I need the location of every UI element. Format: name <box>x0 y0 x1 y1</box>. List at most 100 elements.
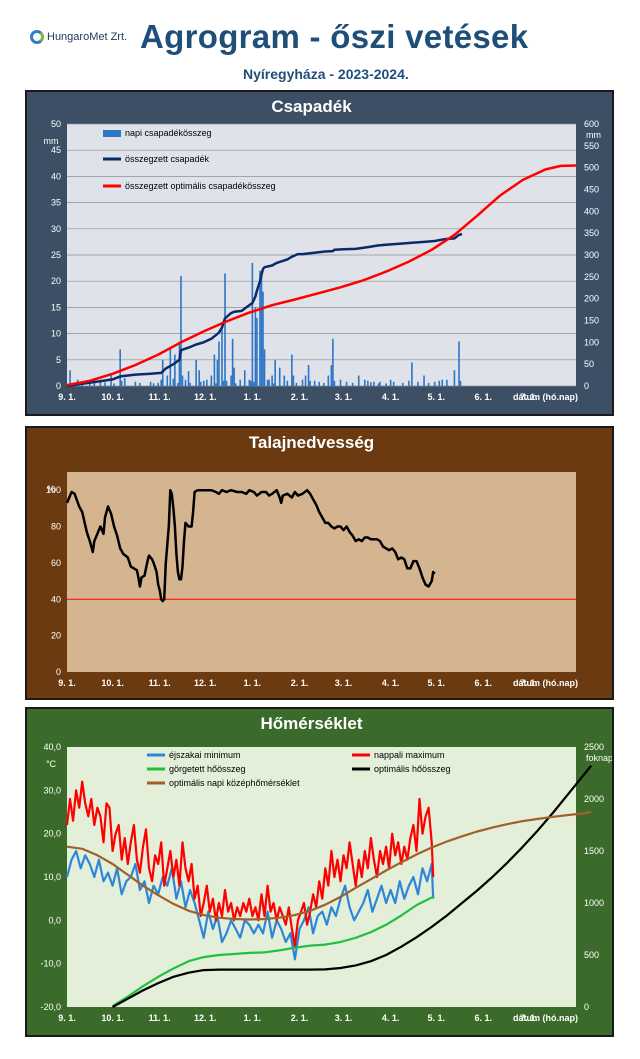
logo-text: HungaroMet Zrt. <box>47 31 128 43</box>
x-tick-label: 11. 1. <box>149 1013 171 1023</box>
bar-mark <box>333 380 336 386</box>
bar-mark <box>243 370 246 386</box>
y2-tick-label: 500 <box>584 950 599 960</box>
bar-mark <box>123 378 126 386</box>
bar-mark <box>446 379 448 386</box>
y-axis-label: °C <box>46 759 57 769</box>
bar-mark <box>250 380 252 386</box>
y2-tick-label: 400 <box>584 206 599 216</box>
bar-mark <box>218 341 220 386</box>
bar-mark <box>292 375 295 386</box>
y2-axis-label: foknap <box>586 753 612 763</box>
bar-mark <box>392 381 395 386</box>
x-axis-label: dátum (hó.nap) <box>513 1013 578 1023</box>
bar-mark <box>202 380 205 386</box>
bar-mark <box>104 382 106 386</box>
legend-label: éjszakai minimum <box>169 750 241 760</box>
legend-label: optimális napi középhőmérséklet <box>169 778 300 788</box>
page-subtitle: Nyíregyháza - 2023-2024. <box>243 66 409 82</box>
y-tick-label: 50 <box>51 119 61 129</box>
legend-label: görgetett hőösszeg <box>169 764 246 774</box>
bar-mark <box>248 379 251 386</box>
bar-mark <box>230 375 232 386</box>
bar-mark <box>256 317 258 386</box>
bar-mark <box>301 379 304 386</box>
x-tick-label: 11. 1. <box>149 392 171 402</box>
x-tick-label: 9. 1. <box>58 1013 76 1023</box>
bar-mark <box>377 383 380 386</box>
bar-mark <box>198 370 200 386</box>
logo-icon <box>30 30 44 44</box>
bar-mark <box>251 262 254 386</box>
y-tick-label: 25 <box>51 250 61 260</box>
y-tick-label: 80 <box>51 522 61 532</box>
bar-mark <box>417 381 419 386</box>
bar-mark <box>286 380 289 386</box>
x-tick-label: 11. 1. <box>149 678 171 688</box>
plot-area <box>67 472 576 672</box>
bar-mark <box>313 380 316 386</box>
bar-mark <box>441 379 444 386</box>
x-tick-label: 4. 1. <box>382 392 400 402</box>
bar-mark <box>134 381 137 386</box>
bar-mark <box>458 341 460 386</box>
y2-tick-label: 2500 <box>584 742 604 752</box>
bar-mark <box>213 354 216 386</box>
y2-tick-label: 1000 <box>584 898 604 908</box>
x-tick-label: 10. 1. <box>101 1013 124 1023</box>
chart-title: Csapadék <box>271 97 352 116</box>
bar-mark <box>234 383 237 386</box>
bar-mark <box>210 375 213 386</box>
bar-mark <box>453 370 456 386</box>
bar-mark <box>231 338 234 386</box>
legend-swatch <box>103 130 121 137</box>
legend-label: napi csapadékösszeg <box>125 128 212 138</box>
x-tick-label: 4. 1. <box>382 1013 400 1023</box>
temperature-panel: Hőmérséklet -20,0 -10,0 0,0 10,0 20,0 30,0 40,0… <box>25 707 614 1037</box>
x-tick-label: 3. 1. <box>335 678 353 688</box>
x-tick-label: 5. 1. <box>427 678 445 688</box>
bar-mark <box>225 380 228 386</box>
bar-mark <box>166 375 169 386</box>
bar-mark <box>152 383 155 386</box>
x-tick-label: 1. 1. <box>244 1013 262 1023</box>
y-tick-label: 0,0 <box>48 915 61 925</box>
x-tick-label: 6. 1. <box>475 392 493 402</box>
bar-mark <box>389 379 392 386</box>
bar-mark <box>295 382 298 386</box>
y2-tick-label: 100 <box>584 337 599 347</box>
y-tick-label: 40,0 <box>43 742 61 752</box>
bar-mark <box>99 379 102 386</box>
bar-mark <box>113 383 115 386</box>
bar-mark <box>262 291 264 386</box>
y2-tick-label: 2000 <box>584 794 604 804</box>
legend-label: nappali maximum <box>374 750 445 760</box>
bar-mark <box>221 325 223 386</box>
bar-mark <box>178 341 181 386</box>
x-tick-label: 2. 1. <box>291 392 309 402</box>
bar-mark <box>408 380 410 386</box>
x-tick-label: 2. 1. <box>291 678 309 688</box>
y-tick-label: 40 <box>51 594 61 604</box>
bar-mark <box>291 354 293 386</box>
y-tick-label: 60 <box>51 558 61 568</box>
bar-mark <box>199 381 202 386</box>
y2-tick-label: 0 <box>584 381 589 391</box>
bar-mark <box>373 381 375 386</box>
x-tick-label: 1. 1. <box>244 392 262 402</box>
chart-title: Hőmérséklet <box>260 714 362 733</box>
bar-mark <box>216 359 219 386</box>
x-tick-label: 6. 1. <box>475 678 493 688</box>
x-tick-label: 7. 1. <box>520 392 538 402</box>
y-tick-label: 5 <box>56 355 61 365</box>
bar-mark <box>139 382 141 386</box>
bar-mark <box>205 379 208 386</box>
bar-mark <box>160 379 163 386</box>
bar-mark <box>254 307 257 386</box>
bar-mark <box>169 349 172 386</box>
y-tick-label: 0 <box>56 381 61 391</box>
y2-tick-label: 300 <box>584 250 599 260</box>
bar-mark <box>93 381 96 386</box>
bar-mark <box>233 367 235 386</box>
bar-mark <box>88 382 91 386</box>
